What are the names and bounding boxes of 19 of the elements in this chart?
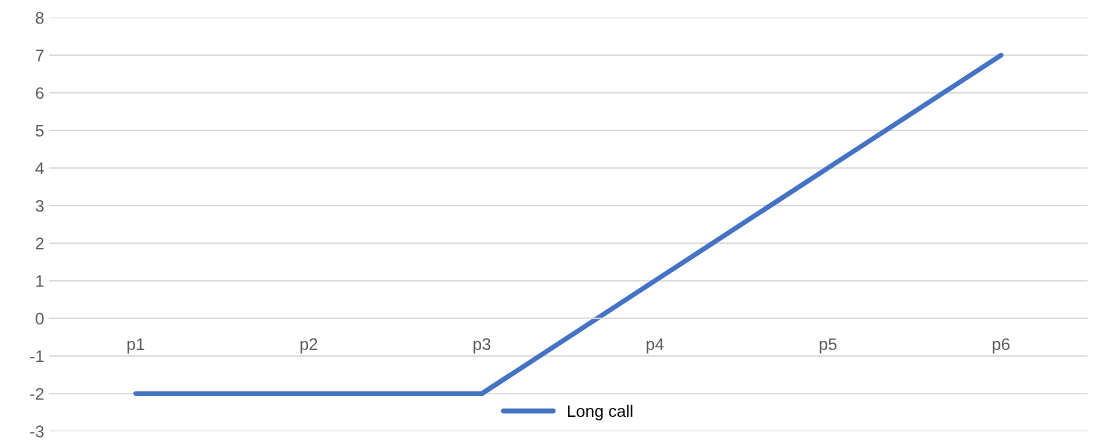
y-tick-label: 0 [35, 312, 44, 325]
y-tick-label: 3 [35, 200, 44, 212]
y-tick-label: -1 [30, 350, 44, 363]
y-tick-label: -2 [30, 388, 44, 400]
y-tick-label: 7 [35, 49, 44, 62]
y-tick-label: 8 [35, 12, 44, 24]
x-tick-label: p6 [992, 338, 1010, 354]
x-tick-label: p1 [127, 338, 145, 354]
x-tick-label: p3 [473, 338, 491, 354]
legend-label: Long call [568, 404, 633, 421]
y-tick-label: 6 [35, 87, 44, 99]
y-tick-label: 4 [35, 162, 44, 175]
y-tick-label: 5 [35, 124, 44, 137]
y-tick-label: 2 [35, 237, 44, 250]
x-tick-label: p4 [646, 338, 664, 354]
x-tick-label: p2 [300, 338, 318, 354]
x-tick-label: p5 [819, 338, 837, 354]
y-tick-label: 1 [36, 275, 44, 287]
y-tick-label: -3 [30, 425, 44, 438]
